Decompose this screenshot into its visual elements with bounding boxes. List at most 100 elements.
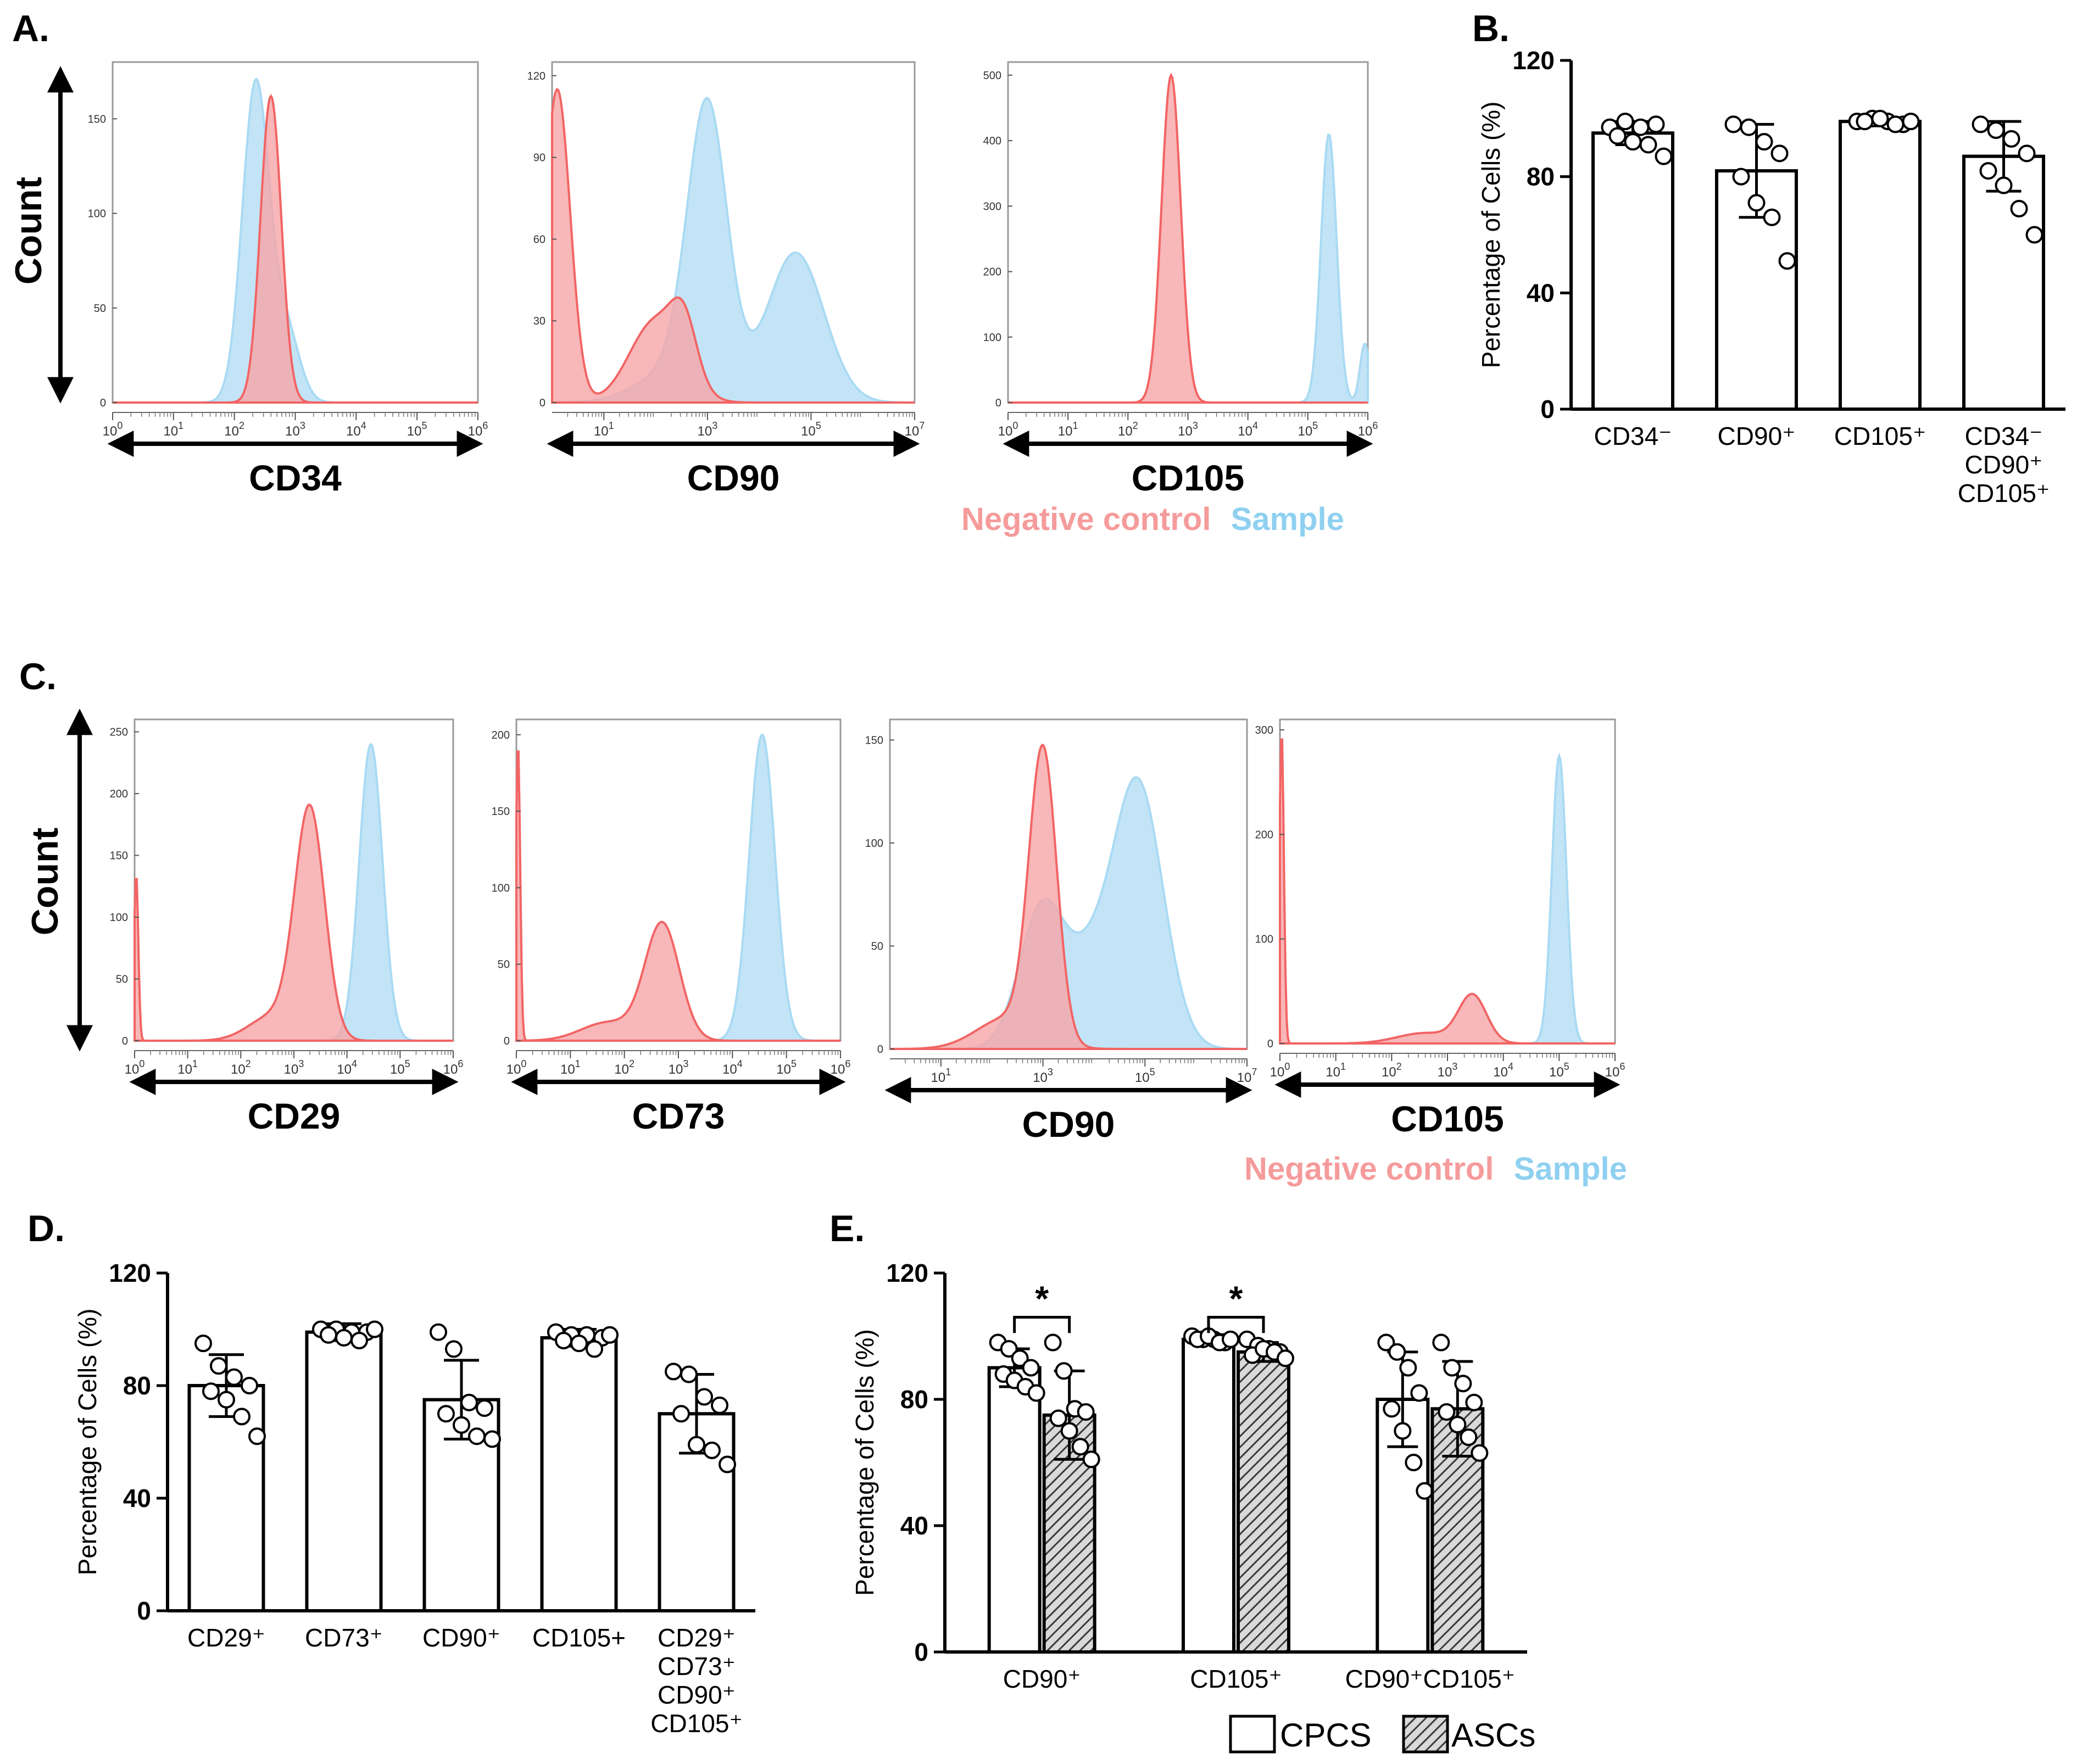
y-tick-label: 0 bbox=[504, 1035, 510, 1047]
y-tick-label: 150 bbox=[110, 850, 128, 862]
y-tick-label: 80 bbox=[123, 1371, 151, 1400]
histogram-cd34-a: 0 50 100 150 100 101 102 103 104 105 106 CD34 bbox=[88, 61, 488, 498]
x-tick-label: 101 bbox=[1326, 1061, 1346, 1080]
y-tick-label: 60 bbox=[533, 233, 545, 245]
histogram-cd105-a: 0 100 200 300 400 500 100 101 102 103 104 105 106 CD1… bbox=[983, 61, 1378, 498]
data-point bbox=[2018, 144, 2036, 163]
data-point bbox=[1902, 113, 1920, 131]
data-point bbox=[1871, 109, 1889, 127]
data-point bbox=[1747, 194, 1766, 212]
legend-label-cpcs: CPCS bbox=[1280, 1717, 1372, 1754]
data-point bbox=[1027, 1384, 1045, 1402]
x-tick-label: 102 bbox=[1118, 420, 1138, 439]
data-point bbox=[1394, 1422, 1412, 1440]
x-tick-label: 101 bbox=[931, 1067, 951, 1085]
data-point bbox=[1454, 1375, 1472, 1393]
y-tick-label: 100 bbox=[110, 912, 128, 924]
bar bbox=[1962, 154, 2045, 411]
y-tick-label: 80 bbox=[1527, 163, 1555, 191]
panel-label-d: D. bbox=[27, 1208, 65, 1249]
data-point bbox=[1416, 1482, 1434, 1500]
y-tick-label: 90 bbox=[533, 152, 545, 164]
significance-bracket bbox=[1207, 1316, 1265, 1333]
data-point bbox=[1388, 1343, 1406, 1361]
series-negative-control bbox=[551, 88, 915, 404]
x-tick-label: 105 bbox=[1135, 1067, 1155, 1085]
x-tick-label: 103 bbox=[669, 1058, 689, 1077]
panel-label-a: A. bbox=[12, 8, 49, 49]
data-point bbox=[1465, 1393, 1483, 1411]
x-tick-label: CD34⁻ bbox=[1594, 422, 1672, 450]
x-tick-label: 105 bbox=[776, 1058, 797, 1077]
data-point bbox=[1770, 144, 1789, 163]
y-tick-label: 100 bbox=[865, 838, 883, 850]
legend-row-a: Negative control Sample bbox=[961, 501, 1344, 537]
data-point bbox=[1755, 133, 1773, 151]
x-tick-label: CD105⁺ bbox=[1958, 479, 2050, 507]
x-tick-label: 103 bbox=[1178, 420, 1198, 439]
data-point bbox=[555, 1332, 572, 1349]
data-point bbox=[1449, 1416, 1467, 1433]
bar-cpcs bbox=[1182, 1337, 1235, 1654]
x-tick-label: 101 bbox=[560, 1058, 581, 1077]
x-tick-label: CD105⁺ bbox=[1190, 1665, 1282, 1693]
x-tick-label: 103 bbox=[1033, 1067, 1053, 1085]
data-point bbox=[1972, 115, 1990, 133]
y-tick-label: 0 bbox=[995, 397, 1001, 409]
x-tick-label: 101 bbox=[163, 420, 183, 439]
x-axis-title: CD105 bbox=[1132, 457, 1244, 498]
x-tick-label: 102 bbox=[231, 1058, 251, 1077]
legend-negative-control-c: Negative control bbox=[1244, 1151, 1494, 1187]
y-tick-label: 150 bbox=[88, 113, 106, 125]
x-axis-title: CD34 bbox=[249, 457, 342, 498]
data-point bbox=[1460, 1428, 1478, 1446]
data-point bbox=[680, 1365, 698, 1383]
data-point bbox=[1778, 252, 1796, 270]
data-point bbox=[437, 1405, 455, 1423]
y-tick-label: 40 bbox=[900, 1511, 928, 1540]
series-negative-control bbox=[890, 743, 1247, 1050]
bar bbox=[187, 1384, 265, 1612]
y-tick-label: 0 bbox=[122, 1035, 128, 1047]
y-tick-label: 300 bbox=[983, 200, 1001, 213]
y-tick-label: 80 bbox=[900, 1385, 928, 1414]
data-point bbox=[1044, 1333, 1062, 1352]
y-tick-label: 400 bbox=[983, 135, 1001, 147]
y-axis-title: Percentage of Cells (%) bbox=[73, 1309, 102, 1576]
data-point bbox=[1979, 162, 1997, 180]
y-tick-label: 100 bbox=[983, 332, 1001, 344]
data-point bbox=[453, 1416, 470, 1434]
y-tick-label: 500 bbox=[983, 70, 1001, 82]
data-point bbox=[460, 1393, 478, 1411]
bar bbox=[1839, 120, 1922, 411]
bar bbox=[305, 1330, 383, 1612]
bar-cpcs bbox=[987, 1366, 1042, 1654]
data-point bbox=[1740, 118, 1758, 136]
y-tick-label: 200 bbox=[1255, 829, 1273, 841]
x-tick-label: 105 bbox=[1298, 420, 1318, 439]
data-point bbox=[1077, 1403, 1095, 1421]
data-point bbox=[1071, 1438, 1089, 1456]
x-tick-label: CD105+ bbox=[532, 1623, 626, 1652]
x-tick-label: 103 bbox=[697, 420, 717, 439]
bar bbox=[540, 1336, 618, 1612]
data-point bbox=[1410, 1384, 1428, 1402]
y-tick-label: 0 bbox=[137, 1596, 151, 1625]
y-tick-label: 50 bbox=[94, 303, 106, 315]
data-point bbox=[1060, 1422, 1078, 1440]
x-tick-label: 105 bbox=[390, 1058, 410, 1077]
data-point bbox=[672, 1405, 690, 1423]
significance-star: * bbox=[1035, 1279, 1049, 1319]
x-tick-label: 101 bbox=[594, 420, 614, 439]
data-point bbox=[1886, 115, 1905, 133]
x-axis-title: CD73 bbox=[632, 1096, 725, 1136]
y-tick-label: 0 bbox=[539, 397, 545, 409]
count-label-a: Count bbox=[8, 177, 49, 284]
x-tick-label: 101 bbox=[177, 1058, 198, 1077]
data-point bbox=[1399, 1359, 1417, 1377]
data-point bbox=[350, 1332, 368, 1349]
x-tick-label: 102 bbox=[1382, 1061, 1402, 1080]
